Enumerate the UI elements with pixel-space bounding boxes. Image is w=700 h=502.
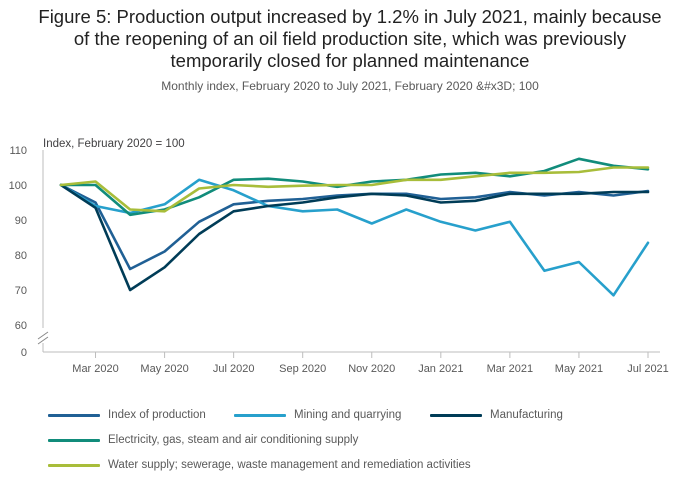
y-tick-label: 70	[15, 285, 27, 297]
chart-axes: 110 100 90 80 70 60 0 Mar 2020 May 2020 Jul 2020 S…	[9, 145, 669, 375]
x-tick-label: Jul 2021	[627, 363, 669, 375]
x-tick-label: May 2021	[555, 363, 603, 375]
series-line-electricity-gas-steam-and-air-conditioning-supply	[59, 157, 650, 217]
chart-subtitle: Monthly index, February 2020 to July 202…	[161, 79, 539, 93]
x-tick-label: Jan 2021	[418, 363, 463, 375]
x-tick-label: Sep 2020	[279, 363, 326, 375]
series-line-mining-and-quarrying	[59, 178, 650, 297]
series-line-water-supply-sewerage-waste-management-and-remediation-activities	[59, 166, 650, 213]
x-tick-label: May 2020	[140, 363, 188, 375]
y-tick-label: 100	[9, 180, 27, 192]
y-axis-label: Index, February 2020 = 100	[43, 138, 185, 150]
axis-break-mark	[37, 331, 49, 345]
series-line-manufacturing	[59, 183, 650, 292]
y-tick-label: 90	[15, 215, 27, 227]
series-line-index-of-production	[59, 183, 650, 271]
x-tick-label: Mar 2021	[487, 363, 533, 375]
chart-series	[59, 157, 650, 297]
chart-title: Figure 5: Production output increased by…	[38, 6, 662, 71]
x-tick-label: Nov 2020	[348, 363, 395, 375]
x-tick-label: Jul 2020	[213, 363, 255, 375]
y-tick-label: 110	[9, 145, 27, 157]
x-tick-label: Mar 2020	[72, 363, 118, 375]
y-tick-label: 60	[15, 320, 27, 332]
y-tick-label: 0	[21, 347, 27, 359]
y-tick-label: 80	[15, 250, 27, 262]
